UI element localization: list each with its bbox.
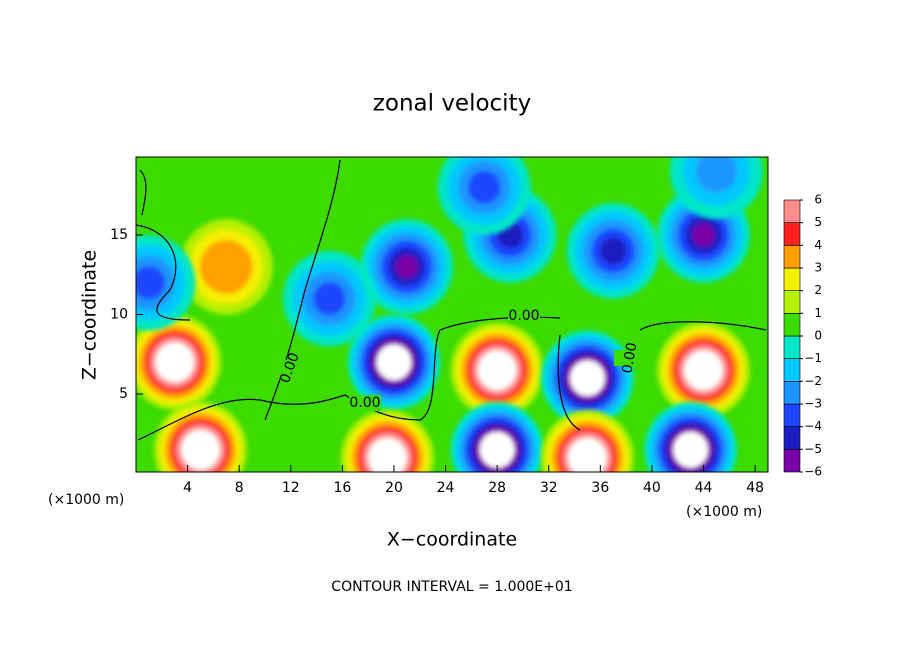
field-feature: [341, 409, 434, 472]
field-ring: [210, 250, 243, 284]
x-unit: (×1000 m): [686, 504, 762, 520]
colorbar-swatch: [783, 426, 801, 450]
field-ring: [468, 170, 501, 204]
field-ring: [166, 353, 184, 372]
field-feature: [347, 314, 441, 410]
x-tick-label: 20: [385, 480, 403, 496]
field-ring: [695, 157, 738, 193]
contour-label-bg: [349, 395, 381, 411]
colorbar-label: −6: [804, 465, 822, 479]
colorbar-swatch: [783, 449, 801, 473]
colorbar-swatch: [783, 222, 801, 246]
colorbar-label: 1: [814, 306, 822, 320]
contour-label-bg: [508, 308, 540, 324]
field-feature: [360, 219, 454, 315]
colorbar-label: −4: [804, 419, 822, 433]
contour-line: [264, 159, 341, 421]
x-tick-label: 44: [695, 480, 713, 496]
colorbar-label: −3: [804, 397, 822, 411]
field-feature: [541, 409, 634, 472]
field-feature: [657, 322, 750, 418]
colorbar-swatch: [783, 358, 801, 382]
colorbar-label: 3: [814, 261, 822, 275]
field-feature: [154, 402, 247, 472]
x-tick-label: 28: [488, 480, 506, 496]
contour-line: [136, 224, 191, 321]
field: [136, 157, 763, 472]
colorbar-label: −5: [804, 442, 822, 456]
contour-label-bg: [274, 360, 306, 376]
chart-title: zonal velocity: [373, 91, 531, 117]
field-feature: [450, 402, 544, 472]
field-feature: [644, 402, 738, 472]
colorbar-swatch: [783, 381, 801, 405]
contour-line: [139, 169, 147, 216]
field-ring: [599, 237, 627, 265]
field-ring: [386, 354, 402, 371]
colorbar-swatch: [783, 267, 801, 291]
colorbar-swatch: [783, 199, 801, 223]
colorbar-label: 4: [814, 238, 822, 252]
x-tick-label: 48: [746, 480, 764, 496]
x-tick-label: 8: [235, 480, 244, 496]
field-ring: [395, 255, 419, 279]
field-feature: [669, 157, 763, 220]
field-ring: [488, 361, 506, 380]
contour-line: [639, 321, 767, 331]
colorbar-swatch: [783, 290, 801, 314]
colorbar-swatch: [783, 335, 801, 359]
colorbar-label: −2: [804, 374, 822, 388]
colorbar-label: 6: [814, 193, 822, 207]
x-tick-label: 36: [591, 480, 609, 496]
field-feature: [136, 314, 222, 410]
field-ring: [313, 281, 346, 316]
x-unit: (×1000 m): [48, 492, 124, 508]
field-feature: [179, 219, 273, 315]
field-ring: [489, 441, 505, 458]
colorbar-label: 5: [814, 215, 822, 229]
field-feature: [566, 203, 660, 299]
x-tick-label: 16: [333, 480, 351, 496]
field-ring: [682, 441, 699, 458]
colorbar-label: −1: [804, 351, 822, 365]
y-tick-label: 5: [119, 386, 128, 402]
x-tick-label: 32: [540, 480, 558, 496]
contour-line: [557, 334, 581, 431]
contour-lines: 0.000.000.000.00: [136, 159, 767, 441]
colorbar-swatch: [783, 245, 801, 269]
field-ring: [191, 440, 210, 459]
colorbar-label: 0: [814, 329, 822, 343]
x-tick-label: 12: [282, 480, 300, 496]
field-ring: [378, 448, 397, 467]
contour-label: 0.00: [508, 308, 539, 324]
contour-line: [137, 316, 561, 441]
colorbar-swatch: [783, 403, 801, 427]
field-feature: [450, 322, 544, 418]
field-ring: [579, 370, 596, 387]
x-tick-label: 24: [437, 480, 455, 496]
footnote: CONTOUR INTERVAL = 1.000E+01: [331, 579, 572, 595]
field-feature: [136, 234, 196, 331]
field-ring: [136, 266, 166, 300]
y-tick-label: 10: [110, 307, 128, 323]
colorbar-label: 2: [814, 283, 822, 297]
x-tick-label: 40: [643, 480, 661, 496]
field-ring: [692, 223, 715, 247]
field-feature: [437, 157, 531, 235]
field-feature: [540, 330, 634, 426]
field-ring: [694, 361, 713, 380]
contour-label: 0.00: [349, 395, 380, 411]
contour-label: 0.00: [619, 341, 640, 374]
y-axis-label: Z−coordinate: [79, 250, 101, 380]
field-ring: [578, 448, 597, 467]
contour-label-bg: [614, 350, 646, 366]
x-tick-label: 4: [183, 480, 192, 496]
y-tick-label: 15: [110, 227, 128, 243]
field-feature: [283, 250, 376, 347]
x-axis-label: X−coordinate: [387, 529, 517, 551]
colorbar-swatch: [783, 313, 801, 337]
